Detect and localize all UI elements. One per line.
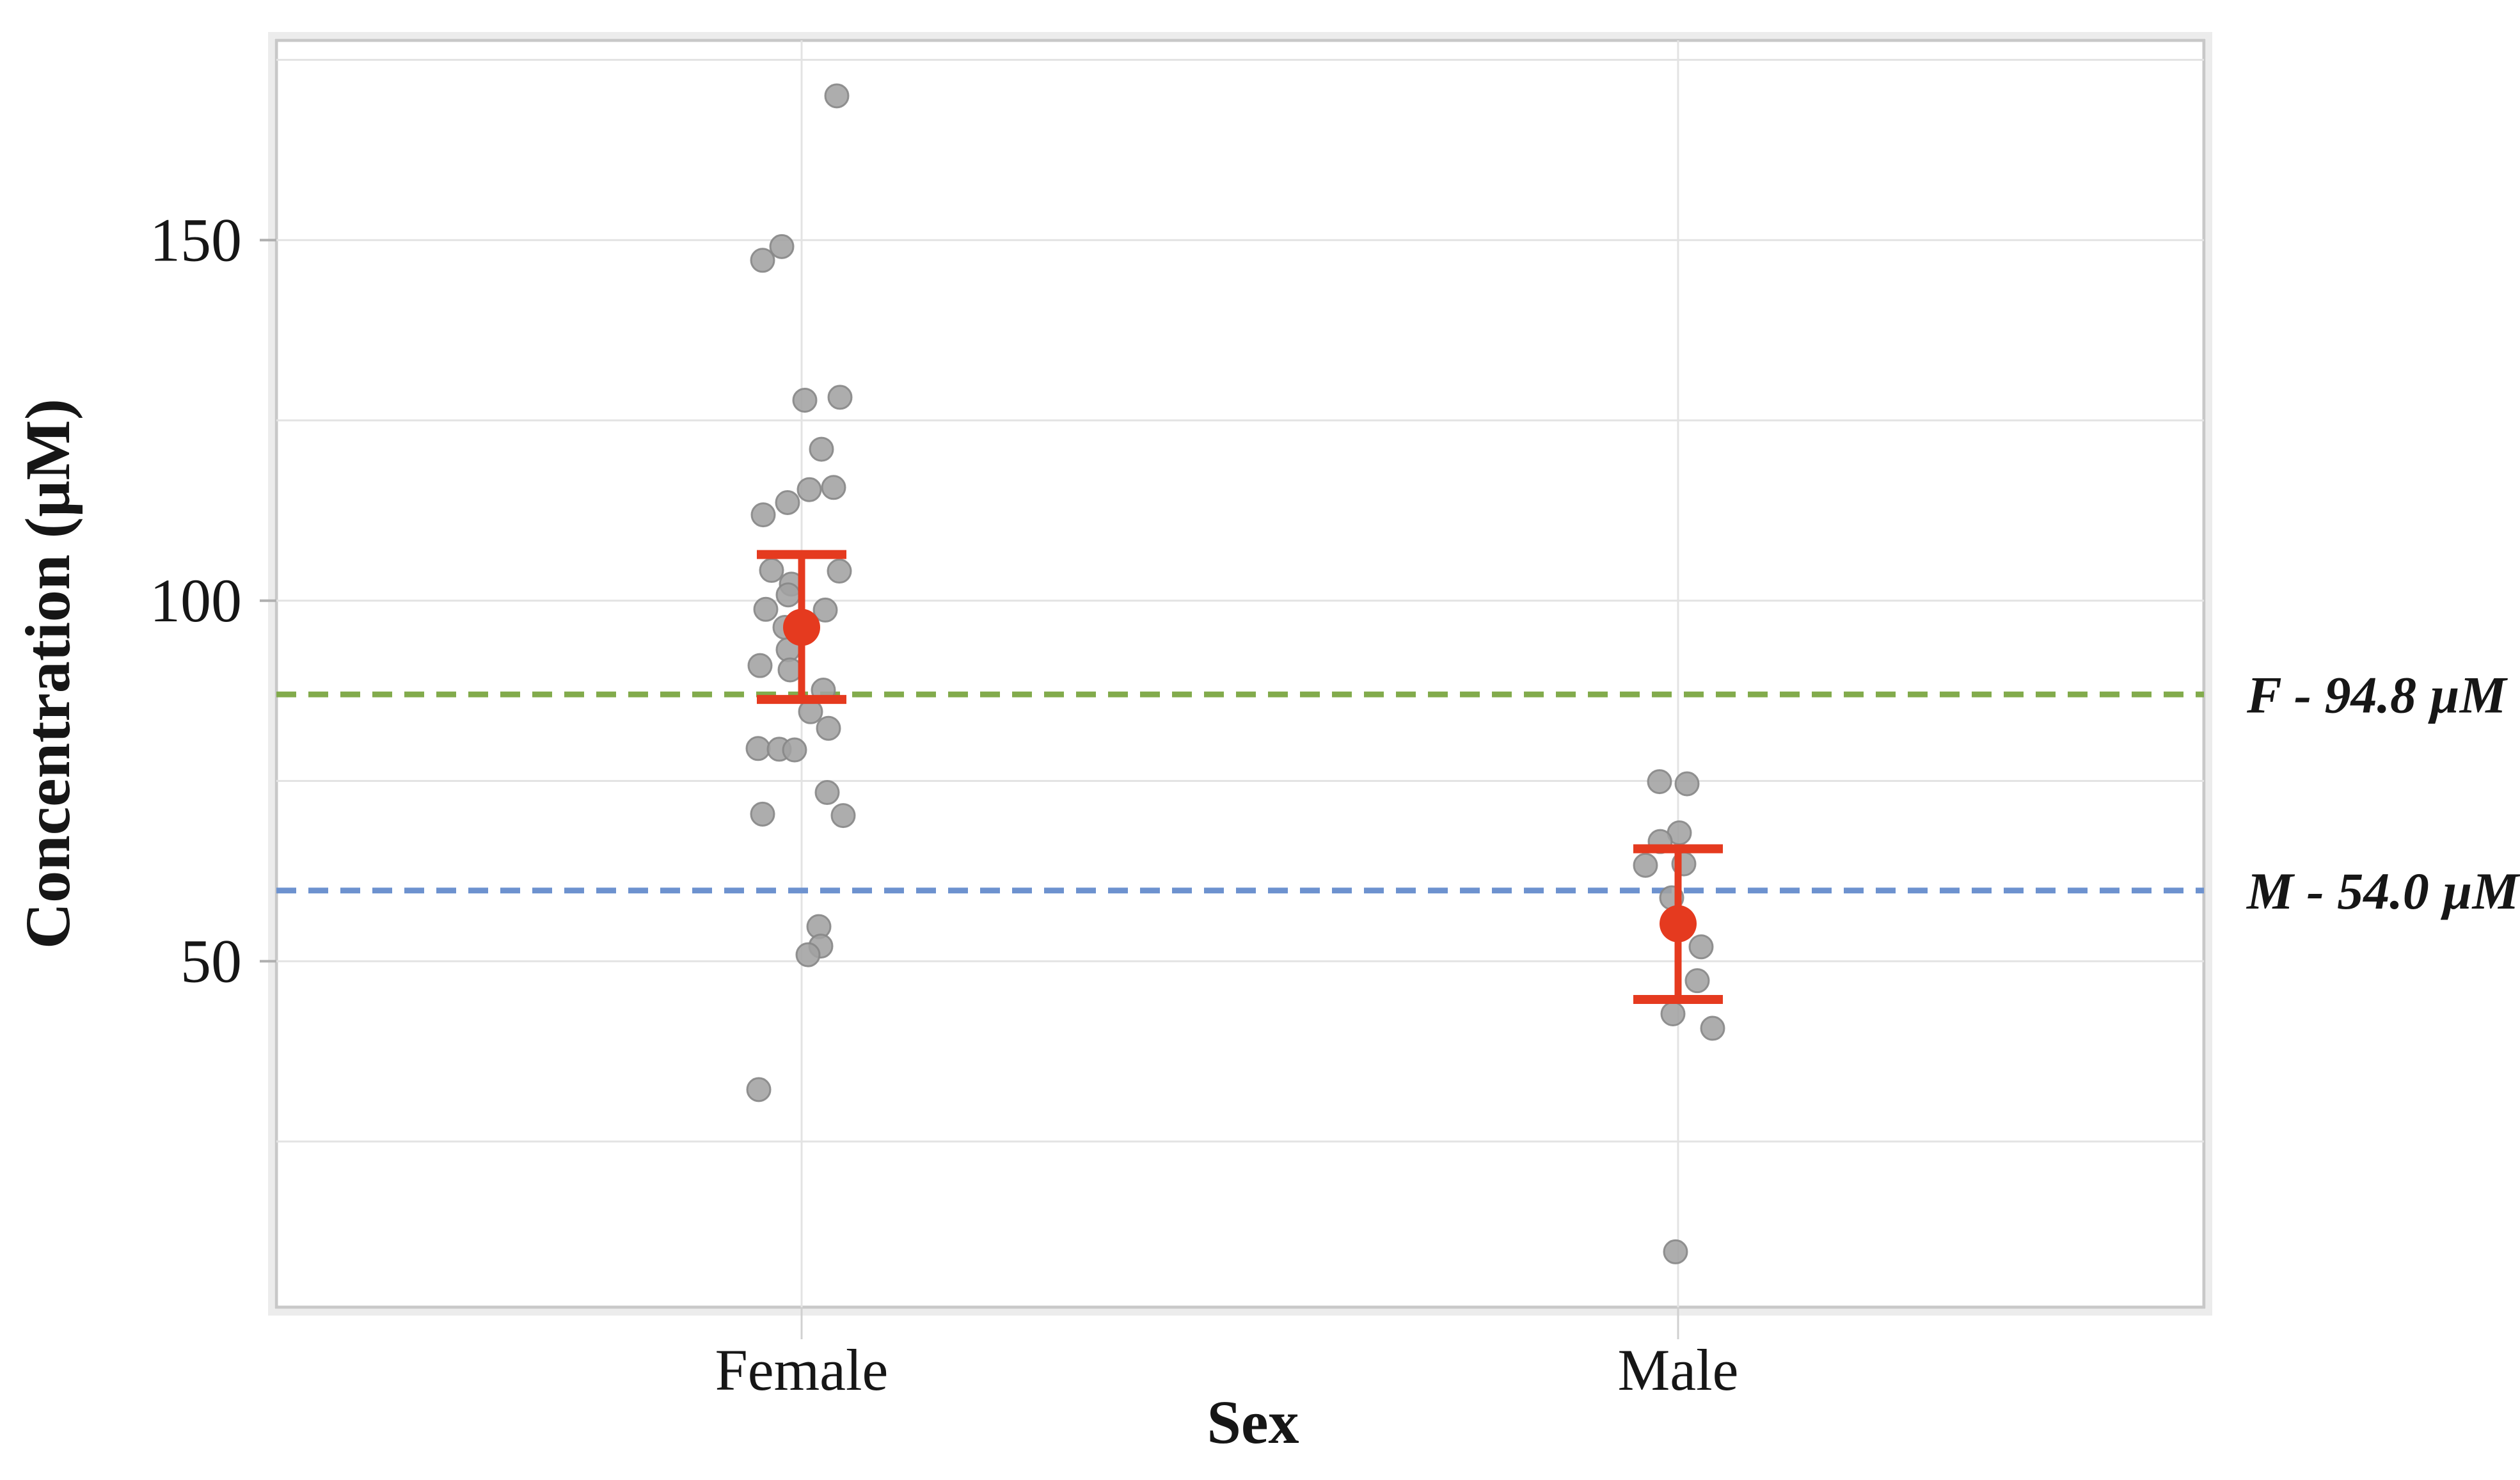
data-point bbox=[745, 736, 771, 761]
mean-error-bars bbox=[757, 550, 1723, 1004]
y-axis-title: Concentration (µM) bbox=[12, 399, 83, 949]
male-reference-label: M - 54.0 µM bbox=[2246, 862, 2520, 920]
data-point bbox=[830, 803, 856, 829]
data-point bbox=[792, 387, 818, 413]
data-point bbox=[759, 557, 784, 583]
data-point bbox=[809, 436, 834, 462]
axis-ticks bbox=[260, 239, 276, 963]
data-point bbox=[1688, 934, 1714, 960]
female-reference-label: F - 94.8 µM bbox=[2246, 665, 2508, 724]
data-point bbox=[824, 83, 850, 109]
plot-area bbox=[274, 38, 2206, 1309]
data-point bbox=[795, 942, 821, 967]
data-point bbox=[775, 582, 801, 608]
gridlines bbox=[276, 59, 2204, 1143]
data-points bbox=[745, 83, 1725, 1264]
data-point bbox=[816, 715, 841, 741]
data-point bbox=[769, 234, 795, 259]
mean-point bbox=[783, 609, 820, 646]
y-tick-label: 50 bbox=[180, 927, 242, 995]
data-point bbox=[1633, 852, 1658, 878]
data-point bbox=[747, 653, 773, 678]
mean-point bbox=[1660, 905, 1697, 943]
data-point bbox=[775, 489, 800, 515]
data-point bbox=[812, 597, 838, 623]
data-point bbox=[796, 477, 822, 502]
plot-area-shadow bbox=[268, 32, 2212, 1316]
data-point bbox=[750, 248, 775, 273]
data-point bbox=[746, 1077, 772, 1102]
x-axis-title: Sex bbox=[1207, 1388, 1299, 1456]
reference-lines bbox=[276, 691, 2204, 894]
data-point bbox=[753, 596, 779, 622]
y-tick-labels: 150 100 50 bbox=[150, 205, 242, 995]
data-point bbox=[814, 780, 840, 806]
data-point bbox=[782, 737, 807, 763]
x-category-labels: Female Male bbox=[715, 1337, 1739, 1403]
data-point bbox=[821, 475, 846, 500]
data-point bbox=[750, 502, 776, 528]
y-tick-label: 150 bbox=[150, 205, 242, 274]
data-point bbox=[1660, 1001, 1686, 1027]
data-point bbox=[827, 385, 853, 410]
x-category-label: Female bbox=[715, 1337, 889, 1403]
x-category-label: Male bbox=[1617, 1337, 1738, 1403]
data-point bbox=[750, 801, 775, 827]
data-point bbox=[827, 559, 852, 584]
y-tick-label: 100 bbox=[150, 566, 242, 635]
data-point bbox=[1684, 968, 1710, 994]
data-point bbox=[1674, 771, 1700, 797]
data-point bbox=[1663, 1239, 1688, 1264]
data-point bbox=[1700, 1015, 1725, 1041]
data-point bbox=[1647, 769, 1672, 795]
